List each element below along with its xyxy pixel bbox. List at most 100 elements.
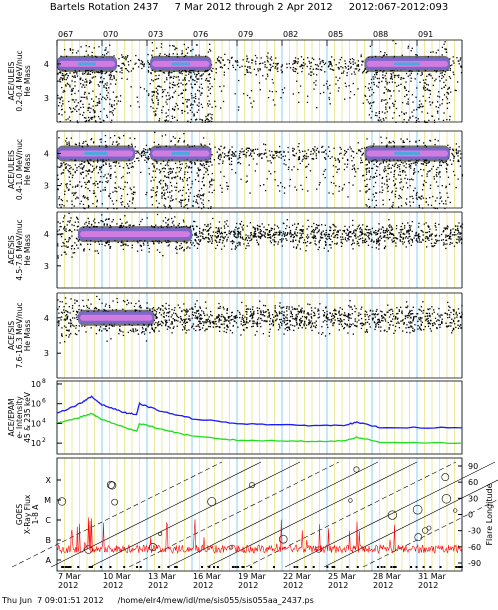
scatter-point <box>412 201 415 203</box>
scatter-point <box>190 72 192 74</box>
scatter-point <box>77 90 80 92</box>
scatter-point <box>318 184 321 186</box>
scatter-point <box>314 243 316 245</box>
scatter-point <box>371 238 373 241</box>
scatter-point <box>160 241 163 244</box>
scatter-point <box>365 164 367 166</box>
scatter-point <box>239 231 242 233</box>
y-axis-label: ACE/ULEIS <box>7 61 16 100</box>
scatter-point <box>314 146 316 148</box>
scatter-point <box>255 236 257 238</box>
scatter-point <box>350 231 352 233</box>
scatter-point <box>68 100 70 103</box>
scatter-point <box>273 228 275 230</box>
scatter-point <box>460 66 462 68</box>
scatter-point <box>447 234 450 237</box>
scatter-point <box>395 242 397 244</box>
scatter-point <box>168 53 170 55</box>
scatter-point <box>318 229 320 231</box>
scatter-point <box>66 187 68 189</box>
scatter-point <box>174 106 176 108</box>
scatter-point <box>352 82 354 85</box>
scatter-point <box>180 205 183 207</box>
scatter-point <box>452 149 455 152</box>
scatter-point <box>204 236 207 239</box>
scatter-point <box>289 67 292 69</box>
scatter-point <box>132 225 134 227</box>
scatter-point <box>280 157 282 159</box>
scatter-point <box>77 184 79 186</box>
scatter-point <box>265 78 267 80</box>
scatter-point <box>63 76 65 78</box>
scatter-point <box>144 154 146 156</box>
scatter-point <box>214 146 216 148</box>
scatter-point <box>300 64 303 66</box>
scatter-point <box>384 86 386 88</box>
scatter-point <box>152 170 154 172</box>
scatter-point <box>182 89 185 91</box>
scatter-point <box>259 237 262 240</box>
scatter-point <box>221 67 224 69</box>
scatter-point <box>259 69 261 71</box>
bottom-year-label: 2012 <box>103 581 123 590</box>
scatter-point <box>392 72 394 74</box>
scatter-point <box>329 157 331 160</box>
scatter-point <box>102 96 104 98</box>
scatter-point <box>276 225 279 227</box>
scatter-point <box>148 251 150 253</box>
scatter-point <box>388 167 391 169</box>
scatter-point <box>109 247 111 249</box>
scatter-point <box>442 231 444 233</box>
scatter-point <box>412 173 415 175</box>
scatter-point <box>421 230 423 232</box>
scatter-point <box>176 248 178 251</box>
scatter-point <box>237 228 239 230</box>
scatter-point <box>372 193 374 196</box>
scatter-point <box>151 54 153 56</box>
scatter-point <box>339 229 341 231</box>
scatter-point <box>357 65 360 67</box>
scatter-point <box>161 197 163 199</box>
scatter-point <box>371 110 373 113</box>
scatter-point <box>350 62 352 64</box>
scatter-point <box>289 233 291 235</box>
scatter-point <box>125 57 127 60</box>
scatter-point <box>433 175 435 178</box>
scatter-point <box>160 162 162 165</box>
title-date-range: 7 Mar 2012 through 2 Apr 2012 <box>174 2 333 13</box>
scatter-point <box>187 200 190 202</box>
scatter-point <box>460 237 462 240</box>
scatter-point <box>118 58 120 60</box>
scatter-point <box>189 104 192 106</box>
scatter-point <box>87 72 90 74</box>
scatter-point <box>110 75 112 77</box>
scatter-point <box>318 150 320 153</box>
scatter-point <box>423 223 425 225</box>
scatter-point <box>209 186 211 188</box>
scatter-point <box>64 229 66 232</box>
scatter-point <box>429 104 432 106</box>
scatter-point <box>193 114 195 116</box>
scatter-point <box>419 100 421 102</box>
scatter-point <box>233 231 235 233</box>
scatter-point <box>420 163 423 165</box>
scatter-point <box>209 92 212 95</box>
scatter-point <box>378 110 381 113</box>
scatter-point <box>112 109 114 112</box>
scatter-point <box>449 69 451 71</box>
scatter-point <box>443 227 445 229</box>
scatter-point <box>375 242 378 245</box>
scatter-point <box>436 197 438 199</box>
scatter-point <box>200 164 202 166</box>
scatter-point <box>79 181 81 183</box>
scatter-point <box>359 231 361 233</box>
scatter-point <box>191 183 193 185</box>
scatter-point <box>150 72 152 74</box>
scatter-point <box>294 186 296 188</box>
scatter-point <box>212 67 214 70</box>
scatter-point <box>278 156 280 158</box>
scatter-point <box>413 168 416 170</box>
scatter-point <box>100 190 102 192</box>
scatter-point <box>235 247 237 249</box>
scatter-point <box>407 47 409 49</box>
